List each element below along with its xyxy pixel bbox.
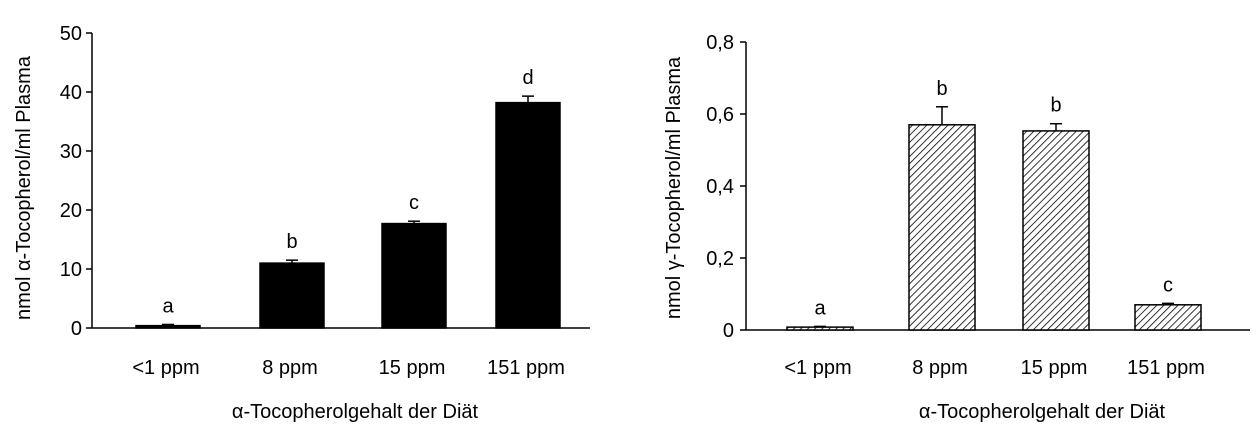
bar — [909, 125, 975, 330]
bar — [382, 224, 446, 328]
category-label: 8 ppm — [262, 357, 318, 379]
category-label: 8 ppm — [912, 357, 968, 379]
y-tick-label: 10 — [60, 259, 82, 281]
bar — [136, 326, 200, 328]
y-tick-label: 30 — [60, 141, 82, 163]
significance-label: a — [162, 295, 174, 317]
y-axis-label: nmol α-Tocopherol/ml Plasma — [13, 55, 35, 320]
alpha-tocopherol-bar-chart: nmol α-Tocopherol/ml Plasma α-Tocopherol… — [0, 0, 620, 425]
y-tick-label: 40 — [60, 82, 82, 104]
y-tick-label: 0 — [71, 318, 82, 340]
y-axis-label: nmol γ-Tocopherol/ml Plasma — [663, 56, 685, 319]
bar — [496, 103, 560, 328]
y-tick-label: 0,4 — [706, 176, 734, 198]
category-label: <1 ppm — [784, 357, 851, 379]
y-tick-label: 0,8 — [706, 32, 734, 54]
bar — [1023, 131, 1089, 330]
category-label: 15 ppm — [1021, 357, 1088, 379]
significance-label: b — [936, 78, 947, 100]
category-label: 15 ppm — [379, 357, 446, 379]
y-tick-label: 0,2 — [706, 248, 734, 270]
category-label: <1 ppm — [132, 357, 199, 379]
gamma-tocopherol-bar-chart: nmol γ-Tocopherol/ml Plasma α-Tocopherol… — [620, 0, 1259, 425]
category-label: 151 ppm — [1127, 357, 1205, 379]
y-tick-label: 0,6 — [706, 104, 734, 126]
y-tick-label: 20 — [60, 200, 82, 222]
category-label: 151 ppm — [487, 357, 565, 379]
x-axis-label: α-Tocopherolgehalt der Diät — [919, 401, 1166, 423]
significance-label: c — [1163, 274, 1173, 296]
bar — [1135, 305, 1201, 330]
significance-label: d — [522, 67, 533, 89]
significance-label: c — [409, 192, 419, 214]
y-tick-label: 50 — [60, 23, 82, 45]
bar — [260, 263, 324, 328]
x-axis-label: α-Tocopherolgehalt der Diät — [232, 401, 479, 423]
bar — [787, 327, 853, 330]
significance-label: b — [286, 231, 297, 253]
significance-label: a — [814, 297, 826, 319]
significance-label: b — [1050, 95, 1061, 117]
y-tick-label: 0 — [723, 320, 734, 342]
